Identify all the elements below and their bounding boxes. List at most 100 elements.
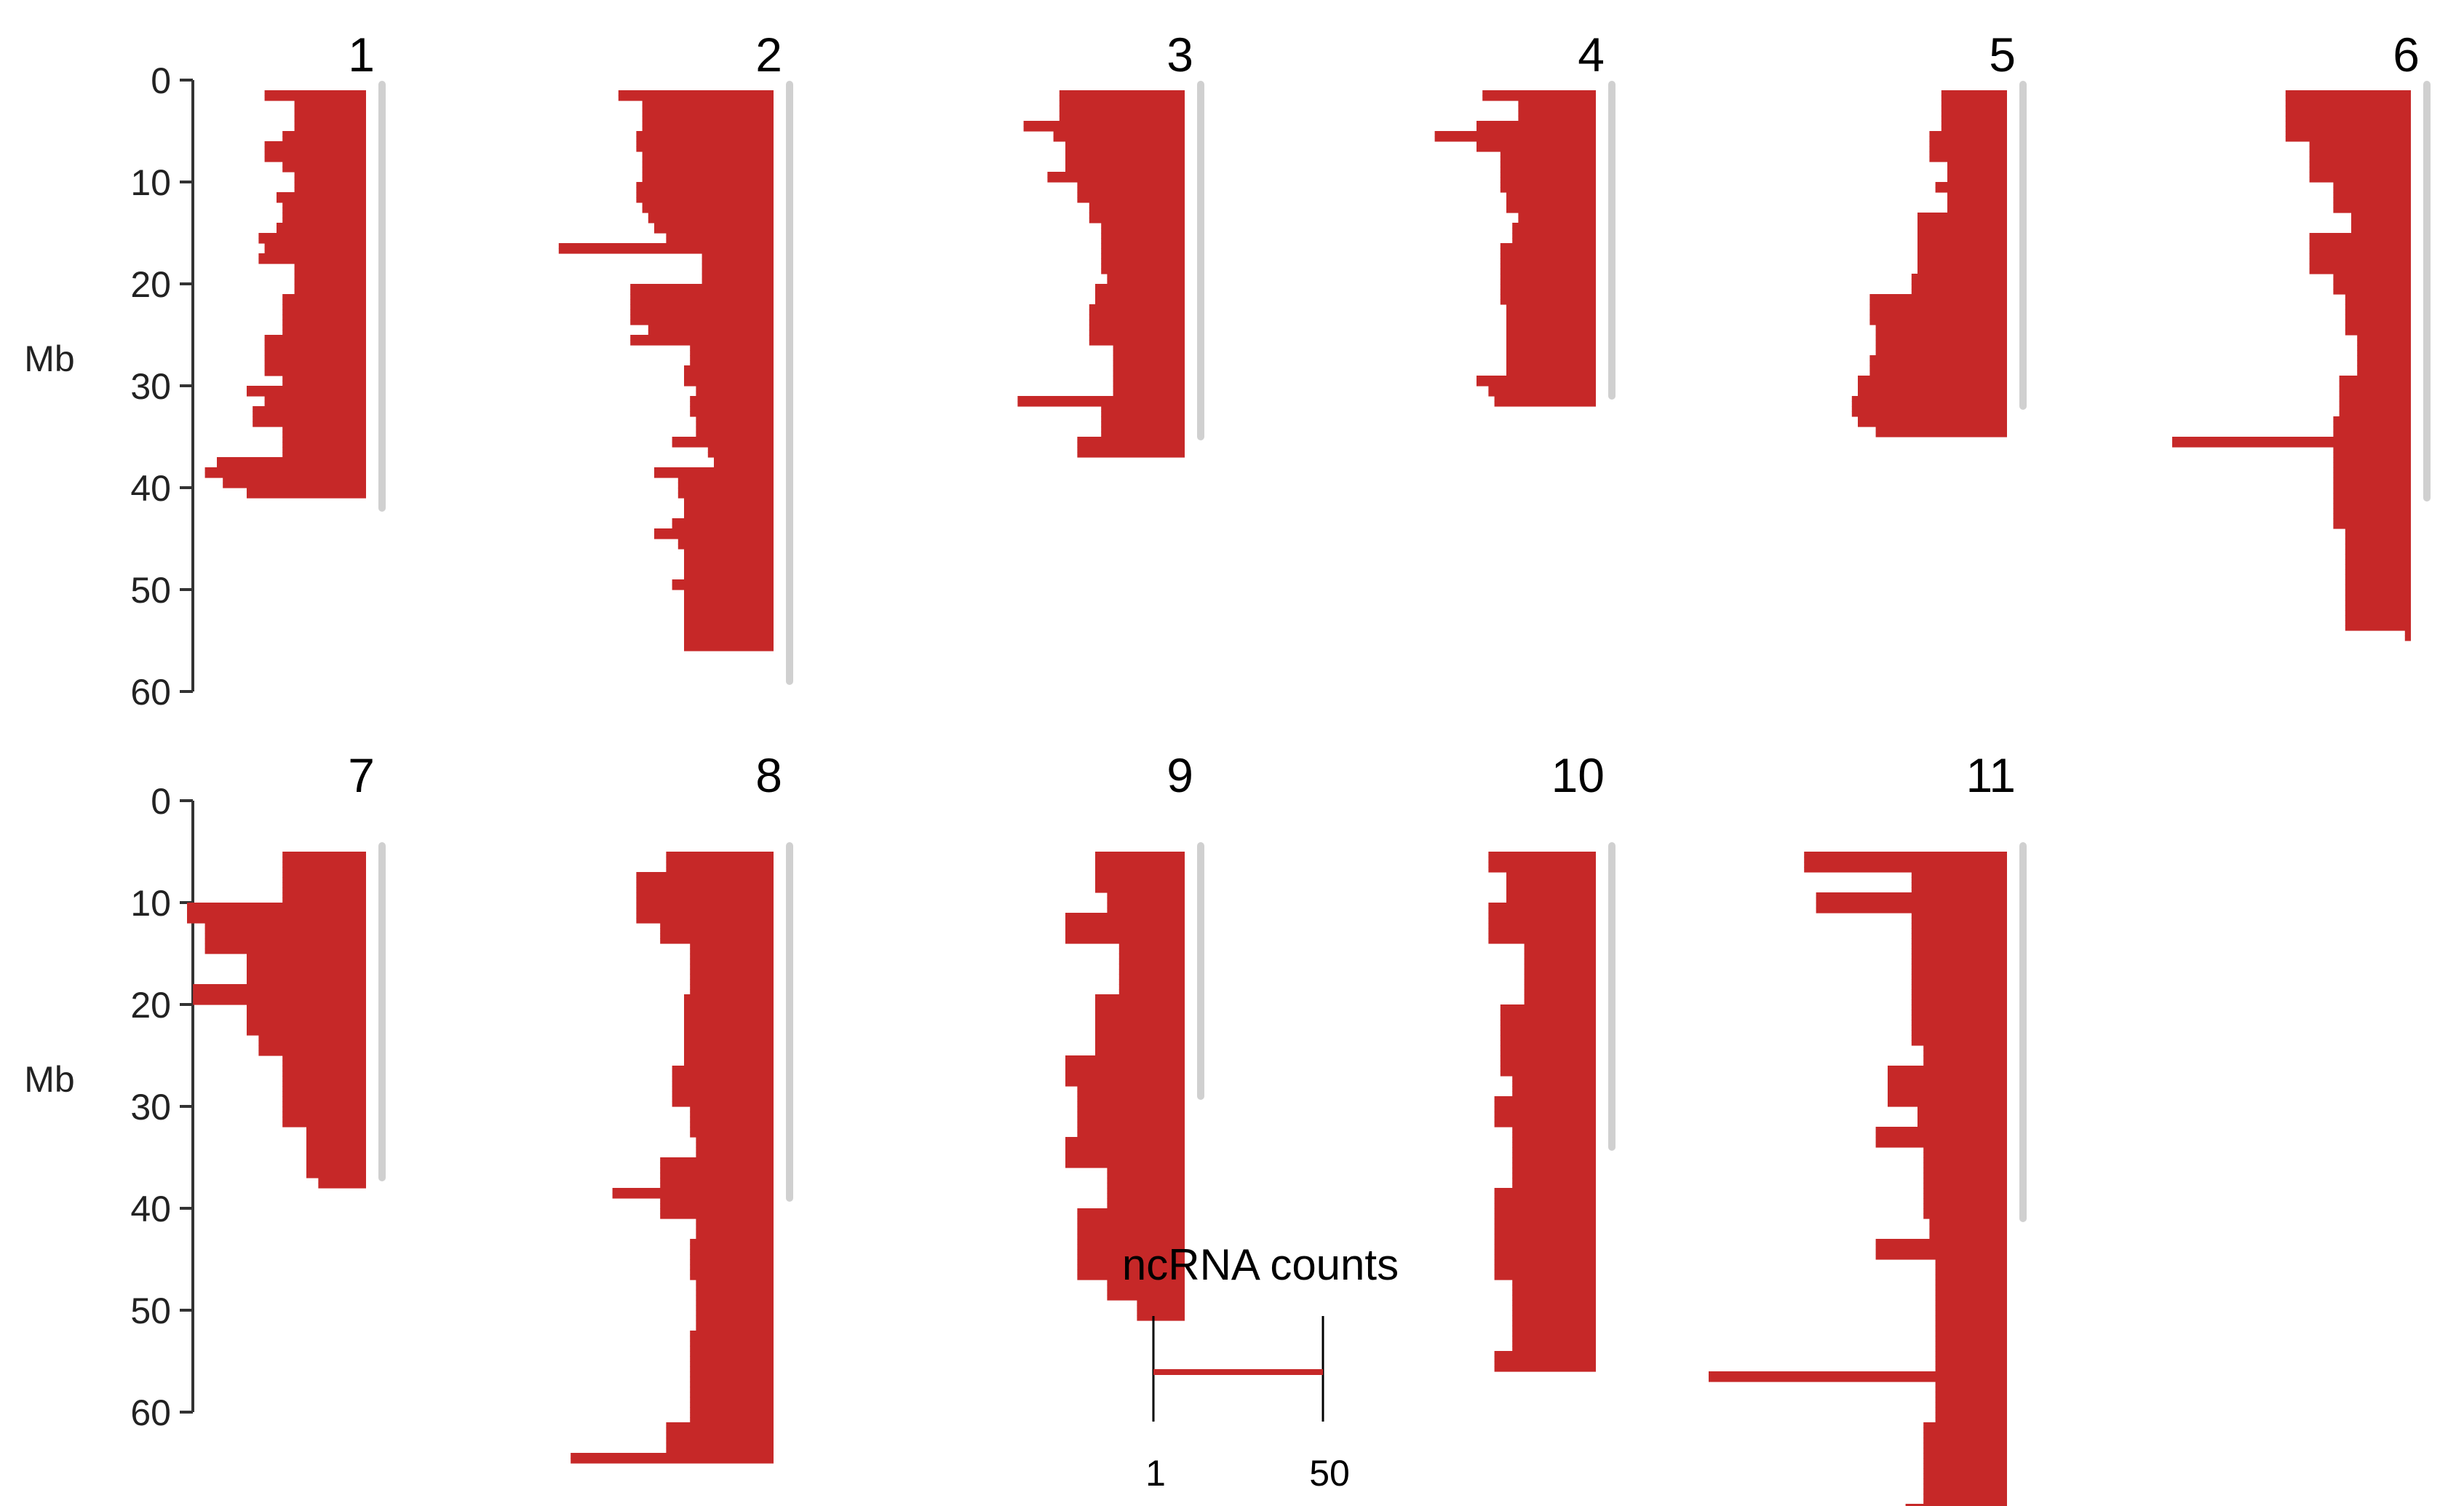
ncrna-bar: [684, 549, 774, 555]
ncrna-bar: [660, 1203, 774, 1209]
ncrna-bar: [1888, 1066, 2007, 1071]
ncrna-bar: [630, 340, 774, 346]
ncrna-bar: [2333, 274, 2411, 280]
ncrna-bar: [690, 401, 774, 407]
ncrna-bar: [1923, 1055, 2007, 1061]
ncrna-bar: [2309, 146, 2411, 152]
ncrna-bar: [1512, 1305, 1596, 1311]
ncrna-bar: [1911, 872, 2007, 878]
ncrna-bar: [1923, 1494, 2007, 1499]
ncrna-bar: [1506, 370, 1596, 376]
ncrna-bar: [1935, 1397, 2007, 1403]
ncrna-bar: [677, 483, 774, 488]
ncrna-bar: [660, 928, 774, 934]
ncrna-bar: [253, 421, 366, 427]
ncrna-bar: [1506, 330, 1596, 336]
ncrna-bar: [636, 877, 774, 883]
ncrna-bar: [1875, 1142, 2007, 1148]
ncrna-bar: [306, 1157, 366, 1163]
ncrna-bar: [2309, 238, 2411, 244]
ncrna-bar: [1518, 218, 1596, 223]
ncrna-bar: [1488, 933, 1596, 939]
ncrna-bar: [1512, 1331, 1596, 1336]
ncrna-bar: [690, 974, 774, 980]
ncrna-bar: [1077, 1264, 1185, 1270]
ncrna-bar: [684, 605, 774, 611]
ncrna-bar: [642, 126, 774, 132]
ncrna-bar: [258, 1035, 366, 1041]
ncrna-bar: [1101, 253, 1185, 259]
ncrna-bar: [696, 427, 774, 432]
ncrna-bar: [642, 207, 774, 213]
ncrna-bar: [1935, 1315, 2007, 1321]
ncrna-bar: [247, 1020, 366, 1026]
ncrna-bar: [2339, 386, 2411, 392]
ncrna-bar: [684, 1055, 774, 1061]
ncrna-bar: [1107, 274, 1185, 280]
ncrna-bar: [1077, 1229, 1185, 1234]
ncrna-bar: [1118, 954, 1185, 959]
ncrna-bar: [1488, 857, 1596, 863]
ncrna-bar: [282, 1066, 366, 1071]
ncrna-bar: [1888, 1096, 2007, 1102]
ncrna-bar: [1875, 1254, 2007, 1260]
ncrna-bar: [1947, 172, 2007, 178]
ncrna-bar: [1500, 162, 1596, 167]
ncrna-bar: [690, 411, 774, 417]
ncrna-bar: [282, 452, 366, 458]
ncrna-bar: [306, 1147, 366, 1153]
ncrna-bar: [690, 1127, 774, 1133]
ncrna-bar: [684, 381, 774, 387]
ncrna-bar: [2333, 182, 2411, 188]
ncrna-bar: [684, 1040, 774, 1046]
ncrna-bar: [636, 903, 774, 908]
ncrna-bar: [690, 1371, 774, 1377]
ncrna-bar: [666, 852, 774, 857]
ncrna-bar: [690, 1132, 774, 1138]
ncrna-bar: [1494, 1218, 1596, 1224]
ncrna-bar: [571, 1453, 774, 1459]
ncrna-bar: [264, 355, 366, 361]
ncrna-bar: [696, 416, 774, 422]
ncrna-bar: [2333, 197, 2411, 203]
ncrna-bar: [1023, 121, 1185, 127]
ncrna-bar: [1512, 1076, 1596, 1082]
chromosome-4: 4: [1434, 28, 1615, 407]
ncrna-bar: [1911, 974, 2007, 980]
chromosome-11: 11: [1709, 748, 2027, 1506]
ncrna-bar: [1500, 253, 1596, 259]
ncrna-bar: [1947, 202, 2007, 208]
ncrna-bar: [1888, 1086, 2007, 1092]
ncrna-bar: [1113, 345, 1185, 351]
ncrna-bar: [1941, 111, 2007, 116]
ncrna-bar: [2333, 427, 2411, 432]
chromosome-10: 10: [1488, 748, 1615, 1372]
ncrna-bar: [666, 1448, 774, 1454]
ncrna-bar: [1059, 95, 1185, 101]
ncrna-bar: [247, 391, 366, 397]
ncrna-bar: [282, 131, 366, 137]
ncrna-bar: [1923, 1213, 2007, 1219]
ncrna-bar: [1095, 1050, 1185, 1056]
ncrna-bar: [1524, 959, 1596, 964]
ncrna-bar: [1869, 365, 2007, 371]
ncrna-bar: [247, 969, 366, 975]
ncrna-bar: [2345, 610, 2411, 616]
ncrna-bar: [1500, 1004, 1596, 1010]
ncrna-bar: [1935, 1264, 2007, 1270]
ncrna-bar: [2333, 421, 2411, 427]
ncrna-bar: [1935, 1382, 2007, 1387]
ncrna-bar: [654, 467, 774, 473]
ncrna-bar: [660, 1173, 774, 1178]
ncrna-bar: [2345, 528, 2411, 534]
y-tick-label: 50: [130, 570, 171, 611]
y-tick-label: 10: [130, 883, 171, 924]
ncrna-bar: [1065, 1162, 1185, 1168]
ncrna-bar: [294, 187, 366, 193]
ncrna-bar: [223, 483, 366, 488]
ncrna-bar: [1065, 923, 1185, 929]
ncrna-bar: [282, 862, 366, 868]
ncrna-bar: [696, 1280, 774, 1285]
ncrna-bar: [660, 1157, 774, 1163]
ncrna-bar: [1917, 263, 2007, 269]
